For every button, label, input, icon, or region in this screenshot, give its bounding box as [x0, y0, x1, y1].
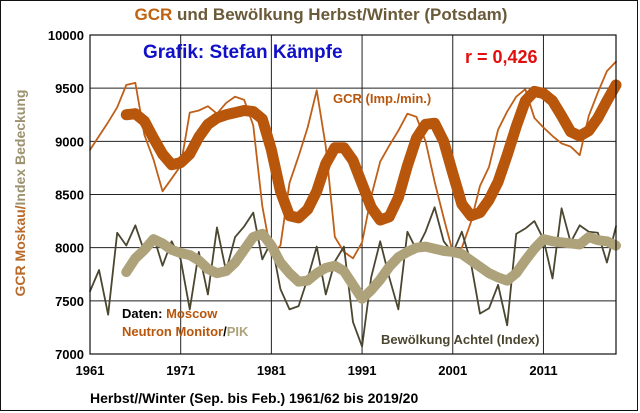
y-tick-label: 7500 — [55, 294, 84, 309]
y-axis-label-gcr: GCR Moskau/ — [12, 205, 28, 296]
source-neutron-monitor: Neutron Monitor — [122, 324, 223, 339]
cloud-series-label: Bewölkung Achtel (Index) — [381, 332, 539, 347]
source-line-1: Daten: Moscow — [122, 306, 218, 321]
x-tick-label: 1971 — [166, 363, 195, 378]
gcr-smoothed-line — [120, 79, 622, 226]
y-tick-label: 9000 — [55, 134, 84, 149]
chart-title: GCR und Bewölkung Herbst/Winter (Potsdam… — [1, 5, 637, 25]
y-tick-label: 8000 — [55, 241, 84, 256]
cloud-smoothed-line — [121, 228, 621, 304]
series-layer — [89, 60, 622, 348]
x-tick-label: 2011 — [529, 363, 557, 378]
x-tick-label: 2001 — [438, 363, 467, 378]
y-axis-label-index: Index Bedeckung — [12, 90, 28, 206]
source-pik: PIK — [227, 324, 249, 339]
gcr-series-label: GCR (Imp./min.) — [333, 91, 431, 106]
x-tick-label: 1991 — [348, 363, 377, 378]
x-axis-label: Herbst//Winter (Sep. bis Feb.) 1961/62 b… — [90, 390, 418, 406]
y-axis-ticks: 7000 7500 8000 8500 9000 9500 10000 — [48, 28, 84, 362]
source-slash: / — [223, 324, 227, 339]
chart-title-gcr: GCR — [134, 5, 173, 24]
x-axis-ticks: 1961 1971 1981 1991 2001 2011 — [76, 363, 558, 378]
source-line-2: Neutron Monitor/PIK — [122, 324, 249, 339]
source-moscow: Moscow — [166, 306, 218, 321]
source-prefix: Daten: — [122, 306, 166, 321]
author-label: Grafik: Stefan Kämpfe — [143, 42, 343, 63]
y-tick-label: 8500 — [55, 188, 84, 203]
x-tick-label: 1961 — [76, 363, 105, 378]
plot-border — [89, 34, 617, 355]
chart-title-rest: und Bewölkung Herbst/Winter (Potsdam) — [172, 5, 508, 24]
y-tick-label: 10000 — [48, 28, 84, 43]
x-tick-label: 1981 — [257, 363, 286, 378]
y-tick-label: 9500 — [55, 81, 84, 96]
correlation-label: r = 0,426 — [465, 47, 538, 67]
y-axis-label: GCR Moskau/Index Bedeckung — [12, 90, 28, 297]
y-tick-label: 7000 — [55, 347, 84, 362]
